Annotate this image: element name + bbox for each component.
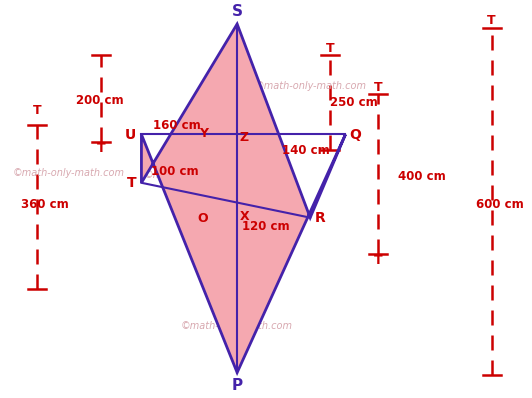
Text: 160 cm: 160 cm xyxy=(153,119,200,132)
Text: Q: Q xyxy=(350,128,361,142)
Text: Z: Z xyxy=(239,131,249,144)
Text: P: P xyxy=(231,378,243,393)
Text: T: T xyxy=(374,81,383,94)
Text: 120 cm: 120 cm xyxy=(242,220,290,233)
Text: ©math-only-math.com: ©math-only-math.com xyxy=(181,321,293,331)
Text: R: R xyxy=(315,211,326,224)
Text: 360 cm: 360 cm xyxy=(21,197,68,211)
Text: Y: Y xyxy=(200,127,209,140)
Text: ©math-only-math.com: ©math-only-math.com xyxy=(143,170,255,180)
Text: 250 cm: 250 cm xyxy=(330,96,378,109)
Text: T: T xyxy=(487,14,496,27)
Text: ©math-only-math.com: ©math-only-math.com xyxy=(254,81,366,91)
Text: U: U xyxy=(125,128,136,142)
Text: O: O xyxy=(198,212,209,225)
Text: X: X xyxy=(239,210,250,223)
Text: 140 cm: 140 cm xyxy=(282,144,330,157)
Text: T: T xyxy=(326,42,335,55)
Text: S: S xyxy=(231,4,243,19)
Text: 400 cm: 400 cm xyxy=(398,170,446,183)
Text: T: T xyxy=(97,142,105,155)
Text: ©math-only-math.com: ©math-only-math.com xyxy=(12,168,124,178)
Text: T: T xyxy=(374,254,383,267)
Text: 200 cm: 200 cm xyxy=(76,94,123,107)
Text: T: T xyxy=(33,104,41,117)
Text: 600 cm: 600 cm xyxy=(477,197,524,211)
Text: T: T xyxy=(127,176,136,190)
Text: 100 cm: 100 cm xyxy=(152,166,199,178)
Polygon shape xyxy=(142,24,345,373)
